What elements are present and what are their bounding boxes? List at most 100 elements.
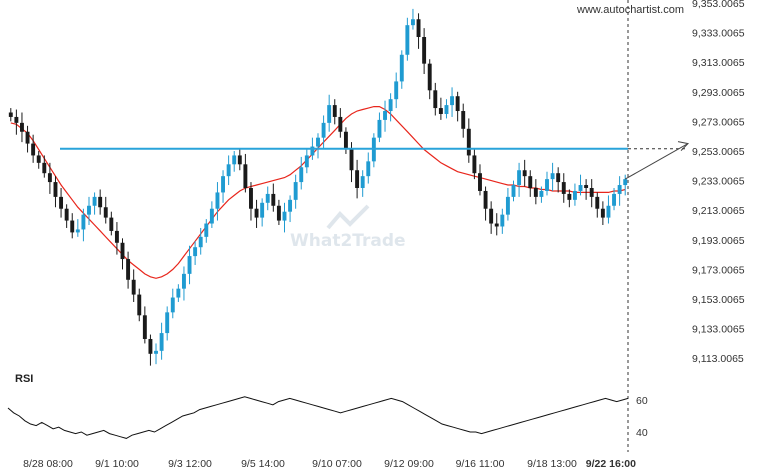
candle-body <box>47 173 52 183</box>
candle-body <box>126 259 131 280</box>
candle-body <box>137 294 142 316</box>
candle-body <box>349 149 354 171</box>
rsi-line <box>7 396 629 439</box>
candle-body <box>25 131 30 144</box>
candle-body <box>438 108 443 114</box>
candle-body <box>232 155 237 165</box>
projection-arrow <box>624 143 689 180</box>
time-tick-label: 9/12 09:00 <box>384 458 434 470</box>
candle-body <box>98 196 103 208</box>
candle-body <box>595 196 600 209</box>
price-tick-label: 9,133.0065 <box>692 324 745 336</box>
candle-body <box>81 214 86 230</box>
resistance-level <box>60 141 690 180</box>
candle-body <box>394 81 399 100</box>
candle-body <box>165 312 170 334</box>
candle-body <box>383 111 387 120</box>
candle-body <box>360 176 365 188</box>
candle-body <box>131 279 136 295</box>
candle-body <box>187 256 192 274</box>
price-tick-label: 9,153.0065 <box>692 294 745 306</box>
candle-body <box>109 217 114 231</box>
candle-body <box>612 193 616 206</box>
candle-body <box>282 211 287 221</box>
candle-body <box>584 185 589 188</box>
rsi-panel: 60 40 <box>7 395 648 439</box>
candle-body <box>472 155 477 174</box>
candle-body <box>355 170 360 188</box>
candle-body <box>226 164 231 177</box>
candle-body <box>489 208 494 224</box>
candle-body <box>416 19 421 38</box>
candle-body <box>444 105 449 114</box>
candle-body <box>293 182 298 200</box>
projection-arrowhead-icon <box>677 141 690 151</box>
candle-body <box>606 205 611 218</box>
candle-body <box>578 185 583 191</box>
candle-body <box>483 190 488 209</box>
candle-body <box>36 155 41 163</box>
candle-body <box>405 25 410 55</box>
candle-body <box>332 105 337 117</box>
candle-body <box>288 199 293 212</box>
candle-body <box>377 119 382 138</box>
candle-body <box>254 208 259 218</box>
time-tick-label: 9/5 14:00 <box>241 458 285 470</box>
time-tick-label: 9/18 13:00 <box>527 458 577 470</box>
price-tick-label: 9,313.0065 <box>692 57 745 69</box>
candle-body <box>20 122 24 132</box>
candle-body <box>271 193 276 206</box>
candle-body <box>366 161 371 177</box>
candle-body <box>556 173 561 183</box>
candle-body <box>567 193 572 200</box>
rsi-tick-label: 60 <box>636 395 648 407</box>
candle-body <box>42 162 47 174</box>
watermark-arrow-icon <box>326 204 370 230</box>
moving-average <box>10 105 626 279</box>
candle-body <box>545 179 549 191</box>
candle-body <box>338 116 343 132</box>
time-axis: 8/28 08:00 9/1 10:00 9/3 12:00 9/5 14:00 9/1… <box>23 458 636 470</box>
candle-body <box>142 315 147 339</box>
candle-body <box>87 205 91 215</box>
candle-body <box>148 338 153 354</box>
price-tick-label: 9,333.0065 <box>692 28 745 40</box>
time-tick-label: 9/22 16:00 <box>586 458 636 470</box>
watermark: What2Trade <box>290 204 406 251</box>
price-tick-label: 9,193.0065 <box>692 235 745 247</box>
candle-body <box>103 207 108 218</box>
candle-body <box>572 190 577 200</box>
candle-body <box>70 220 75 233</box>
candle-body <box>399 54 404 82</box>
candle-body <box>237 155 242 165</box>
time-tick-label: 9/1 10:00 <box>95 458 139 470</box>
candle-body <box>500 214 505 227</box>
price-tick-label: 9,273.0065 <box>692 116 745 128</box>
candle-body <box>617 185 622 194</box>
price-axis: 9,353.0065 9,333.0065 9,313.0065 9,293.0065… <box>692 0 745 365</box>
candle-body <box>600 208 605 218</box>
candle-body <box>422 37 427 64</box>
candle-body <box>623 179 628 186</box>
candle-body <box>276 205 281 221</box>
price-tick-label: 9,173.0065 <box>692 264 745 276</box>
candle-body <box>265 193 270 203</box>
time-tick-label: 9/3 12:00 <box>168 458 212 470</box>
candle-body <box>260 202 265 218</box>
price-tick-label: 9,213.0065 <box>692 205 745 217</box>
candle-body <box>249 188 253 209</box>
price-tick-label: 9,293.0065 <box>692 87 745 99</box>
candle-body <box>176 288 181 298</box>
candle-body <box>221 176 225 193</box>
price-tick-label: 9,253.0065 <box>692 146 745 158</box>
candle-body <box>14 116 19 123</box>
candle-body <box>31 143 36 156</box>
candle-body <box>561 182 566 194</box>
candle-body <box>343 131 348 150</box>
candle-body <box>75 229 80 233</box>
moving-average-line <box>10 105 626 279</box>
candle-body <box>450 96 455 106</box>
candle-body <box>304 155 309 168</box>
candle-body <box>505 196 510 215</box>
